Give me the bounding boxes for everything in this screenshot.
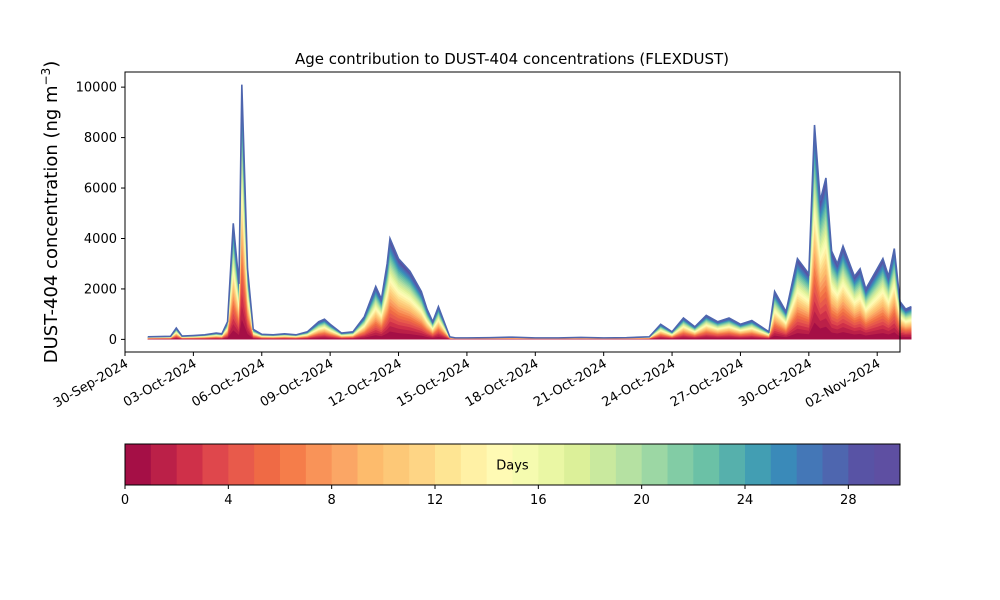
y-tick-label-10000: 10000: [76, 81, 117, 96]
colorbar-tick-label-4: 4: [224, 493, 232, 508]
plot-frame: [124, 71, 901, 353]
colorbar-swatch-22: [693, 444, 720, 485]
x-tick-label-6: 18-Oct-2024: [463, 356, 541, 410]
colorbar-tick-label-20: 20: [633, 493, 650, 508]
colorbar-swatch-10: [383, 444, 410, 485]
colorbar-swatch-29: [874, 444, 901, 485]
chart-title: Age contribution to DUST-404 concentrati…: [295, 50, 729, 68]
colorbar-swatch-7: [305, 444, 333, 485]
colorbar-swatch-1: [150, 444, 178, 485]
colorbar-swatch-24: [745, 444, 772, 485]
colorbar-swatch-28: [848, 444, 875, 485]
x-tick-label-2: 06-Oct-2024: [189, 356, 267, 410]
colorbar-swatch-27: [822, 444, 849, 485]
y-tick-label-4000: 4000: [84, 232, 117, 247]
y-tick-label-8000: 8000: [84, 131, 117, 146]
colorbar-swatch-13: [460, 444, 488, 485]
colorbar-swatch-20: [641, 444, 668, 485]
x-tick-label-4: 12-Oct-2024: [326, 356, 404, 410]
colorbar-frame: [124, 443, 901, 486]
colorbar-swatch-0: [125, 444, 152, 485]
colorbar-tick-label-16: 16: [530, 493, 547, 508]
colorbar-swatch-23: [719, 444, 746, 485]
colorbar-tick-label-24: 24: [737, 493, 754, 508]
total-concentration-line: [147, 84, 912, 339]
colorbar-swatch-4: [228, 444, 255, 485]
colorbar: Days 0 4 8 12 16 20 24 28: [121, 443, 901, 508]
colorbar-swatch-26: [796, 444, 823, 485]
y-axis-label: DUST-404 concentration (ng m−3): [39, 61, 62, 364]
colorbar-swatch-8: [331, 444, 358, 485]
colorbar-label: Days: [496, 459, 529, 474]
colorbar-tick-label-0: 0: [121, 493, 129, 508]
axes: 0 2000 4000 6000 8000 10000 30-Sep-202403-Oct-…: [51, 71, 901, 411]
x-tick-label-8: 24-Oct-2024: [600, 356, 678, 410]
x-tick-label-0: 30-Sep-2024: [51, 356, 131, 411]
plot-area: [147, 84, 912, 340]
y-tick-label-2000: 2000: [84, 282, 117, 297]
y-tick-label-0: 0: [109, 333, 117, 348]
x-tick-label-3: 09-Oct-2024: [258, 356, 336, 410]
colorbar-swatch-11: [409, 444, 436, 485]
colorbar-swatch-19: [615, 444, 643, 485]
colorbar-swatch-25: [770, 444, 798, 485]
colorbar-swatch-18: [590, 444, 617, 485]
colorbar-swatch-21: [667, 444, 694, 485]
age-layer-0-days: [147, 319, 912, 340]
colorbar-swatch-2: [176, 444, 203, 485]
colorbar-swatch-16: [538, 444, 565, 485]
y-tick-label-6000: 6000: [84, 182, 117, 197]
x-tick-label-9: 27-Oct-2024: [668, 356, 746, 410]
colorbar-tick-label-28: 28: [840, 493, 857, 508]
colorbar-swatch-17: [564, 444, 591, 485]
colorbar-swatch-5: [254, 444, 281, 485]
colorbar-swatch-6: [280, 444, 307, 485]
x-tick-label-1: 03-Oct-2024: [121, 356, 199, 410]
x-tick-label-10: 30-Oct-2024: [736, 356, 814, 410]
colorbar-swatch-9: [357, 444, 384, 485]
x-tick-label-5: 15-Oct-2024: [395, 356, 473, 410]
colorbar-swatch-15: [512, 444, 539, 485]
x-tick-label-11: 02-Nov-2024: [803, 356, 883, 411]
colorbar-swatch-12: [435, 444, 462, 485]
colorbar-swatch-3: [202, 444, 229, 485]
x-tick-label-7: 21-Oct-2024: [531, 356, 609, 410]
colorbar-tick-label-12: 12: [427, 493, 444, 508]
colorbar-swatch-14: [486, 444, 513, 485]
colorbar-tick-label-8: 8: [328, 493, 336, 508]
